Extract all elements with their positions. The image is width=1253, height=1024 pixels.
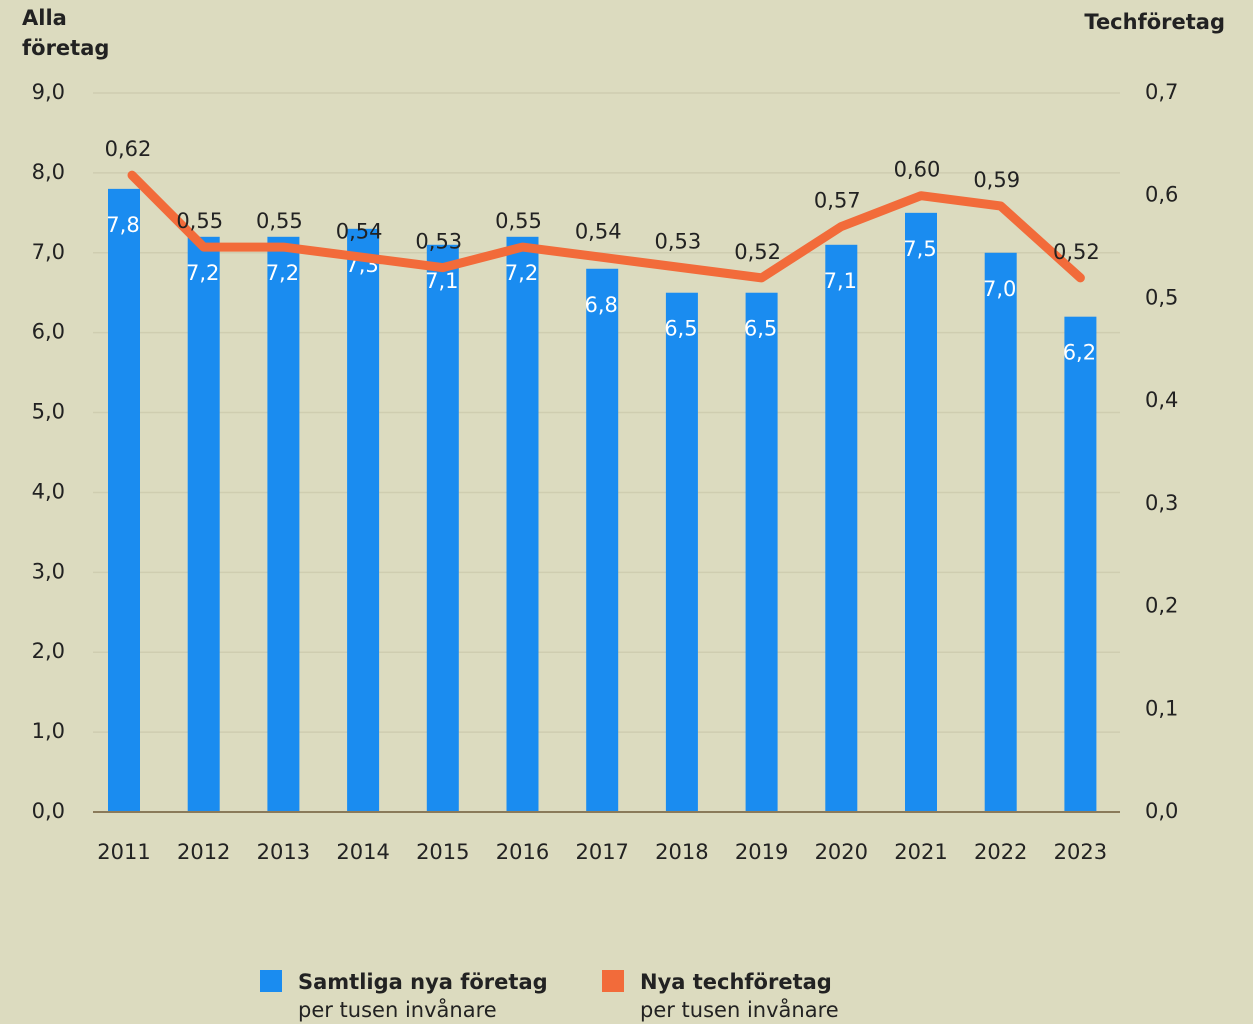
bar-value-label: 7,2: [505, 261, 538, 285]
line-value-label: 0,57: [814, 189, 861, 213]
line-value-label: 0,52: [1053, 240, 1100, 264]
bar: [108, 188, 140, 812]
y2-tick-label: 0,6: [1145, 183, 1178, 207]
y-tick-label: 7,0: [32, 240, 65, 264]
legend-label: Nya techföretag: [640, 970, 832, 994]
y2-axis-title: Techföretag: [1084, 10, 1225, 34]
y-tick-label: 5,0: [32, 400, 65, 424]
line-value-label: 0,62: [105, 137, 152, 161]
x-tick-label: 2015: [416, 840, 469, 864]
y-tick-label: 8,0: [32, 160, 65, 184]
x-tick-label: 2018: [655, 840, 708, 864]
y-tick-label: 9,0: [32, 80, 65, 104]
y-tick-label: 4,0: [32, 479, 65, 503]
bar: [905, 212, 937, 813]
bar: [745, 292, 778, 812]
bar-value-label: 7,8: [106, 213, 139, 237]
y2-tick-label: 0,2: [1145, 594, 1178, 618]
line-value-label: 0,54: [575, 219, 622, 243]
legend-unit: per tusen invånare: [640, 997, 839, 1022]
line-value-label: 0,59: [973, 168, 1020, 192]
bar-value-label: 6,8: [584, 293, 617, 317]
y2-tick-label: 0,4: [1145, 388, 1178, 412]
bar: [1064, 316, 1097, 812]
line-value-label: 0,53: [415, 230, 462, 254]
y2-tick-label: 0,3: [1145, 491, 1178, 515]
line-value-label: 0,55: [495, 209, 542, 233]
legend-swatch: [602, 970, 624, 992]
y-tick-label: 3,0: [32, 559, 65, 583]
x-tick-label: 2017: [575, 840, 628, 864]
line-value-label: 0,52: [734, 240, 781, 264]
line: [127, 170, 1085, 283]
x-tick-label: 2012: [177, 840, 230, 864]
x-tick-label: 2021: [894, 840, 947, 864]
bar: [267, 236, 300, 813]
x-tick-label: 2013: [257, 840, 310, 864]
bar: [426, 244, 459, 813]
line-value-label: 0,55: [256, 209, 303, 233]
y-axis-title: Alla företag: [22, 6, 110, 60]
bar-value-label: 6,5: [744, 317, 777, 341]
line-value-label: 0,60: [894, 158, 941, 182]
x-tick-label: 2020: [815, 840, 868, 864]
bar: [984, 252, 1017, 812]
y-tick-label: 6,0: [32, 320, 65, 344]
line-value-label: 0,55: [176, 209, 223, 233]
bar: [187, 236, 220, 813]
y-tick-label: 0,0: [32, 799, 65, 823]
x-tick-label: 2022: [974, 840, 1027, 864]
bar: [825, 244, 858, 813]
bar-value-label: 6,5: [664, 317, 697, 341]
bar-value-label: 7,2: [266, 261, 299, 285]
bar: [347, 228, 380, 813]
bar: [586, 268, 619, 812]
y2-tick-label: 0,0: [1145, 799, 1178, 823]
y-tick-label: 2,0: [32, 639, 65, 663]
bar: [665, 292, 698, 812]
bar-value-label: 6,2: [1063, 341, 1096, 365]
x-tick-label: 2011: [97, 840, 150, 864]
x-tick-label: 2016: [496, 840, 549, 864]
x-tick-label: 2019: [735, 840, 788, 864]
legend-label: Samtliga nya företag: [298, 970, 548, 994]
bar-value-label: 7,5: [903, 237, 936, 261]
x-tick-label: 2014: [336, 840, 389, 864]
bar-value-label: 7,1: [425, 269, 458, 293]
bar-value-label: 7,1: [824, 269, 857, 293]
legend-swatch: [260, 970, 282, 992]
y-tick-label: 1,0: [32, 719, 65, 743]
x-tick-label: 2023: [1054, 840, 1107, 864]
legend-unit: per tusen invånare: [298, 997, 497, 1022]
y2-tick-label: 0,7: [1145, 80, 1178, 104]
y2-tick-label: 0,1: [1145, 696, 1178, 720]
y2-tick-label: 0,5: [1145, 285, 1178, 309]
line-value-label: 0,53: [655, 230, 702, 254]
bar-value-label: 7,0: [983, 277, 1016, 301]
bar-value-label: 7,2: [186, 261, 219, 285]
bar: [506, 236, 539, 813]
line-value-label: 0,54: [336, 219, 383, 243]
